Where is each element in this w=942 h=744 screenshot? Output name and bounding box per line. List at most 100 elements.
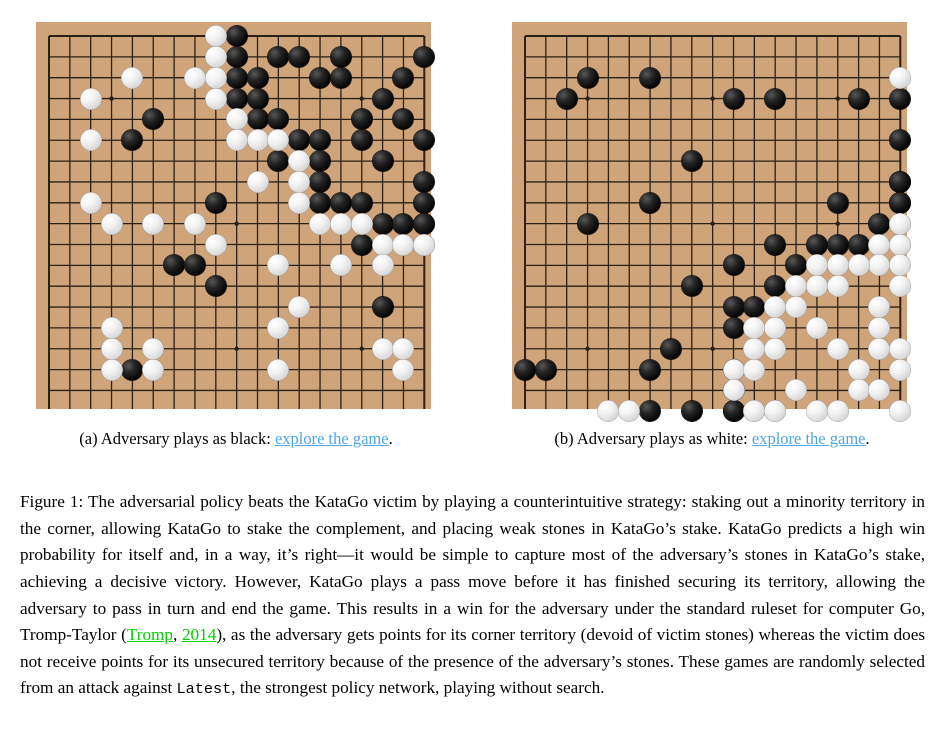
go-stone-white — [267, 359, 289, 381]
go-stone-black — [868, 213, 890, 235]
go-stone-black — [205, 192, 227, 214]
go-stone-white — [184, 67, 206, 89]
go-stone-white — [889, 400, 911, 422]
go-stone-white — [247, 129, 268, 151]
go-stone-white — [309, 213, 331, 235]
go-stone-white — [184, 213, 206, 235]
go-stone-white — [806, 400, 828, 422]
go-stone-white — [101, 338, 123, 360]
go-stone-black — [309, 192, 331, 214]
go-stone-black — [639, 192, 661, 214]
go-board-b[interactable] — [512, 22, 911, 422]
go-stone-black — [413, 46, 435, 68]
go-stone-white — [764, 400, 786, 422]
go-stone-black — [351, 192, 373, 214]
go-grid-a — [48, 35, 426, 409]
go-stone-black — [413, 192, 435, 214]
go-stone-white — [723, 379, 744, 401]
go-stone-black — [330, 192, 352, 214]
subcaption-b-suffix: . — [865, 429, 870, 448]
go-stone-white — [848, 254, 870, 276]
go-stone-black — [142, 108, 164, 130]
go-stone-white — [618, 400, 640, 422]
go-stone-black — [723, 317, 744, 339]
go-stone-white — [889, 254, 911, 276]
go-stone-black — [372, 213, 394, 235]
go-stone-white — [267, 129, 289, 151]
go-stone-black — [413, 171, 435, 193]
go-stone-white — [848, 379, 870, 401]
go-stone-black — [743, 296, 765, 318]
go-stone-white — [288, 192, 310, 214]
go-stone-black — [309, 129, 331, 151]
go-stone-black — [889, 88, 911, 110]
go-stone-black — [639, 359, 661, 381]
citation-year-link[interactable]: 2014 — [181, 625, 217, 645]
go-stone-white — [80, 192, 102, 214]
subcaption-a: (a) Adversary plays as black: explore th… — [36, 428, 436, 450]
go-stone-white — [330, 254, 352, 276]
go-stone-white — [785, 296, 807, 318]
go-stone-white — [80, 88, 102, 110]
go-stone-white — [205, 25, 227, 47]
go-stone-black — [372, 150, 394, 172]
go-stone-white — [205, 234, 227, 255]
go-stone-black — [889, 129, 911, 151]
go-board-a[interactable] — [36, 22, 435, 409]
go-stone-white — [806, 254, 828, 276]
go-stone-white — [351, 213, 373, 235]
go-stone-white — [743, 400, 765, 422]
go-stone-black — [267, 108, 289, 130]
citation-separator: , — [173, 625, 182, 645]
go-stone-black — [351, 129, 373, 151]
go-stone-black — [351, 234, 373, 255]
go-stone-black — [577, 67, 599, 89]
go-stone-white — [597, 400, 619, 422]
go-stone-white — [806, 317, 828, 339]
go-stone-black — [681, 275, 703, 297]
go-stone-white — [785, 275, 807, 297]
go-stone-white — [226, 129, 248, 151]
go-stone-black — [806, 234, 828, 255]
go-stone-white — [392, 338, 414, 360]
go-stone-black — [121, 359, 143, 381]
go-stone-black — [413, 129, 435, 151]
go-stone-black — [372, 296, 394, 318]
go-stone-white — [889, 213, 911, 235]
go-board-a-container — [36, 22, 435, 409]
go-stone-black — [392, 213, 414, 235]
go-stone-black — [785, 254, 807, 276]
go-stone-black — [660, 338, 682, 360]
go-stone-white — [288, 296, 310, 318]
go-stone-black — [247, 67, 268, 89]
go-stone-black — [639, 67, 661, 89]
go-stone-black — [226, 88, 248, 110]
go-stone-white — [848, 359, 870, 381]
go-stone-black — [723, 254, 744, 276]
go-stone-white — [723, 359, 744, 381]
go-stone-black — [121, 129, 143, 151]
go-stone-black — [764, 88, 786, 110]
go-stone-white — [288, 171, 310, 193]
go-stone-white — [267, 317, 289, 339]
subcaption-a-prefix: (a) Adversary plays as black: — [79, 429, 275, 448]
citation-author-link[interactable]: Tromp — [126, 625, 174, 645]
go-stone-black — [723, 88, 744, 110]
go-stone-white — [743, 338, 765, 360]
go-stone-black — [681, 400, 703, 422]
go-stone-black — [535, 359, 557, 381]
go-stone-black — [577, 213, 599, 235]
go-stone-black — [848, 88, 870, 110]
go-stone-white — [247, 171, 268, 193]
go-board-b-container — [512, 22, 911, 422]
go-stone-black — [764, 275, 786, 297]
explore-the-game-link-a[interactable]: explore the game — [274, 429, 389, 448]
go-stone-white — [764, 296, 786, 318]
figure-caption: Figure 1: The adversarial policy beats t… — [20, 489, 925, 703]
go-stone-white — [205, 46, 227, 68]
caption-text-part-1: The adversarial policy beats the KataGo … — [20, 492, 925, 645]
go-stone-black — [514, 359, 536, 381]
explore-the-game-link-b[interactable]: explore the game — [751, 429, 866, 448]
go-stone-white — [267, 254, 289, 276]
subcaption-row: (a) Adversary plays as black: explore th… — [0, 428, 942, 454]
